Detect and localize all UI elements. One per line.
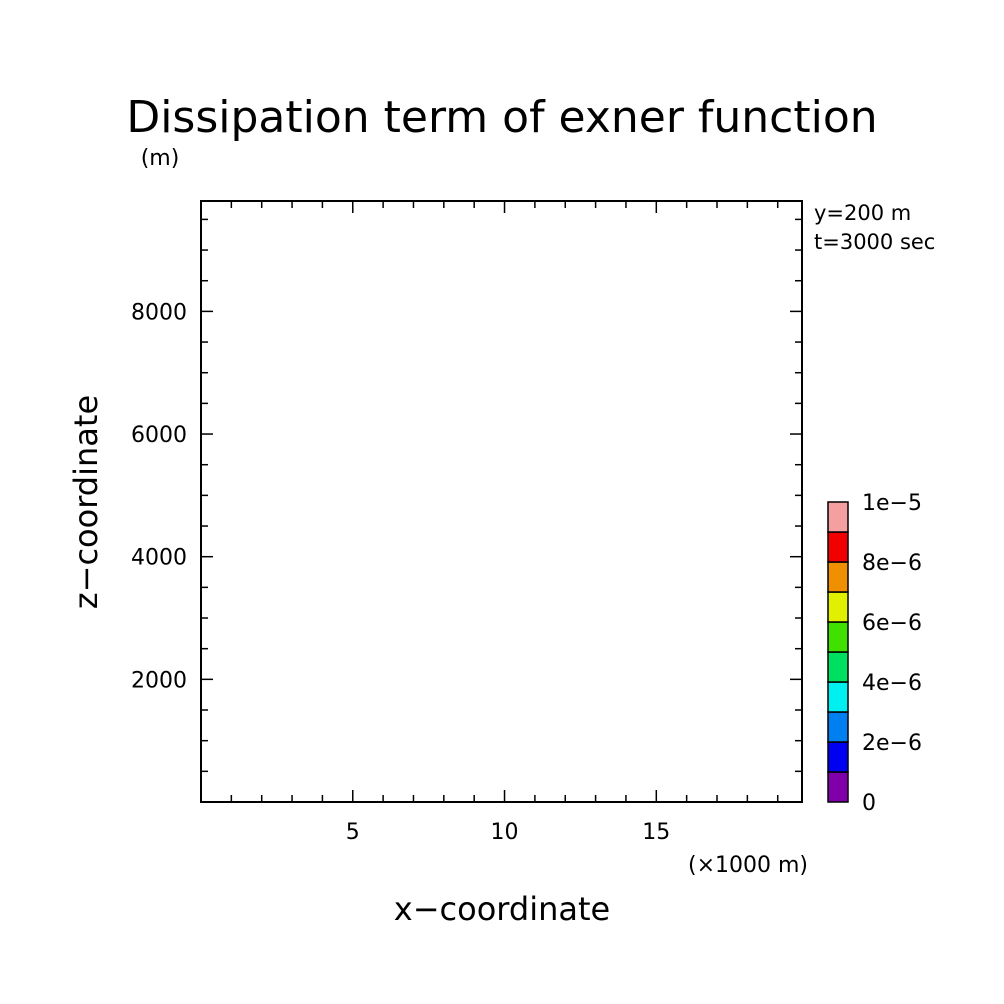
colorbar-labels: 0 2e−6 4e−6 6e−6 8e−6 1e−5 [862, 491, 922, 816]
colorbar-swatch [827, 501, 849, 533]
y-axis-ticks [201, 218, 802, 773]
chart-title: Dissipation term of exner function [126, 92, 877, 143]
colorbar-swatch [827, 741, 849, 773]
colorbar-swatch [827, 531, 849, 563]
x-unit-label: (×1000 m) [688, 853, 808, 878]
y-axis-label: z−coordinate [67, 395, 105, 609]
x-tick-labels: 5 10 15 [346, 820, 671, 845]
y-tick-label: 8000 [131, 300, 187, 325]
colorbar-tick-label: 1e−5 [862, 491, 922, 516]
y-tick-label: 6000 [131, 423, 187, 448]
colorbar-swatch [827, 771, 849, 803]
y-unit-label: (m) [141, 146, 180, 171]
x-tick-label: 10 [491, 820, 519, 845]
x-axis-ticks [230, 201, 779, 802]
colorbar-tick-label: 8e−6 [862, 551, 922, 576]
x-tick-label: 15 [642, 820, 670, 845]
colorbar-swatch [827, 591, 849, 623]
colorbar-swatch [827, 681, 849, 713]
colorbar-swatch [827, 711, 849, 743]
y-tick-labels: 2000 4000 6000 8000 [131, 300, 187, 693]
y-tick-label: 2000 [131, 668, 187, 693]
colorbar-swatch [827, 621, 849, 653]
colorbar [827, 501, 849, 803]
colorbar-swatch [827, 651, 849, 683]
colorbar-tick-label: 0 [862, 791, 876, 816]
y-tick-label: 4000 [131, 546, 187, 571]
x-tick-label: 5 [346, 820, 360, 845]
colorbar-tick-label: 6e−6 [862, 611, 922, 636]
colorbar-swatch [827, 561, 849, 593]
plot-area [200, 200, 803, 803]
colorbar-tick-label: 4e−6 [862, 671, 922, 696]
colorbar-tick-label: 2e−6 [862, 731, 922, 756]
annotation-y-position: y=200 m [814, 201, 911, 225]
x-axis-label: x−coordinate [394, 890, 610, 928]
annotation-time: t=3000 sec [814, 230, 935, 254]
